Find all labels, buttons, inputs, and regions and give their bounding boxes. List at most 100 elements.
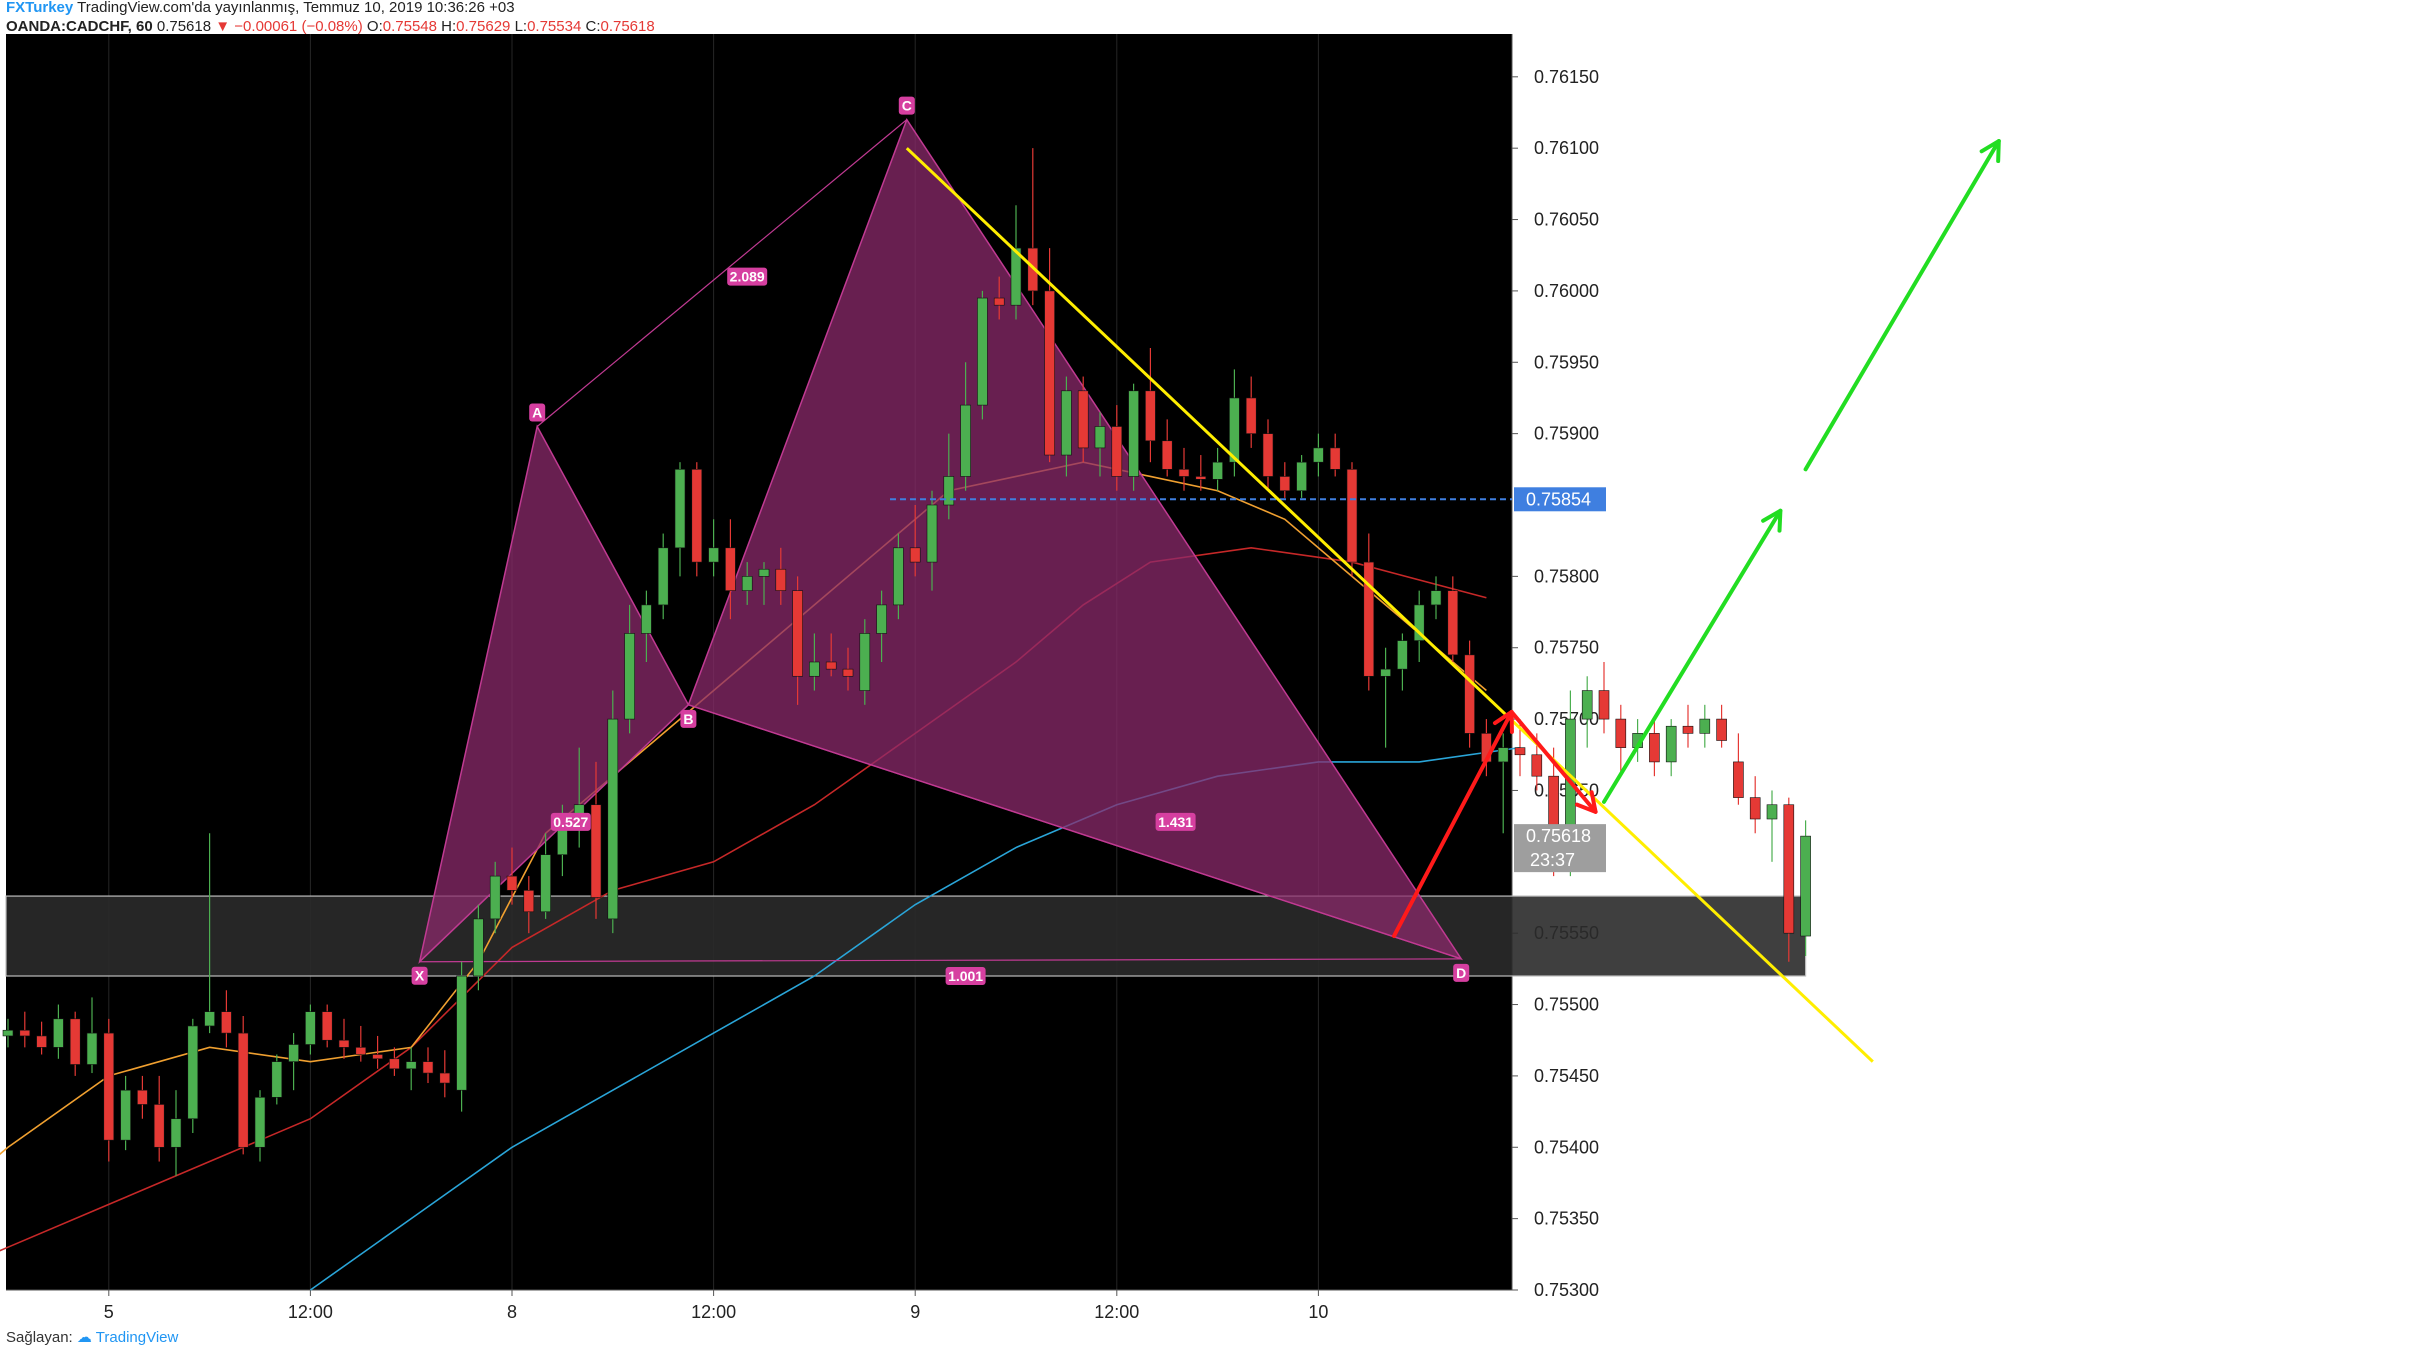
candle-body: [1195, 476, 1207, 480]
candle: [372, 1035, 383, 1069]
candle: [909, 505, 921, 577]
candle: [540, 833, 551, 919]
candle-body: [876, 604, 887, 634]
candle-body: [372, 1054, 383, 1060]
green-arrow: [1602, 508, 1783, 804]
last-price-tag: [1514, 824, 1606, 873]
provider-name[interactable]: TradingView: [95, 1329, 179, 1346]
candle: [137, 1075, 148, 1119]
candle: [338, 1018, 350, 1059]
arrow-head: [1574, 790, 1598, 814]
candle-body: [254, 1097, 266, 1148]
candle-body: [624, 633, 635, 720]
candle-body: [338, 1039, 350, 1048]
last-price: 0.75618: [156, 18, 212, 35]
candle-body: [775, 568, 787, 591]
candle: [624, 604, 635, 734]
candle: [1178, 447, 1190, 491]
candle: [237, 1015, 249, 1155]
candle: [1783, 797, 1795, 962]
candle-body: [1329, 447, 1341, 470]
candle-body: [758, 568, 770, 577]
candle: [1615, 704, 1627, 777]
candle: [254, 1090, 266, 1162]
pattern-point-label: C: [902, 98, 912, 114]
candle: [1296, 455, 1307, 498]
candle: [1464, 640, 1475, 748]
candle-body: [1733, 761, 1744, 798]
candle: [1581, 676, 1593, 748]
pattern-ratio: 2.089: [727, 267, 768, 286]
candle-body: [1682, 725, 1694, 734]
candle: [473, 904, 484, 991]
arrow-shaft: [1803, 139, 2001, 472]
pattern-point-badge: [898, 96, 915, 115]
candle: [926, 490, 938, 591]
candle: [489, 861, 501, 934]
candle: [943, 433, 955, 520]
candle-body: [657, 547, 669, 606]
candle: [153, 1075, 165, 1162]
yellow-trendline: [905, 147, 1874, 1063]
x-tick-label: 9: [910, 1302, 920, 1322]
candle: [288, 1033, 299, 1091]
candle: [1195, 455, 1207, 491]
candle: [1430, 576, 1442, 620]
candle-body: [1783, 804, 1795, 934]
candle-body: [1699, 718, 1711, 734]
x-tick-label: 12:00: [691, 1302, 736, 1322]
candle-body: [1514, 747, 1526, 756]
close-value: 0.75618: [600, 18, 655, 35]
change-down-icon: ▼: [215, 18, 231, 35]
candle-body: [439, 1072, 451, 1084]
pattern-point-badge: [1453, 963, 1470, 982]
symbol-name[interactable]: OANDA:CADCHF, 60: [6, 18, 153, 35]
open-label: O:: [366, 18, 383, 35]
candle-body: [842, 668, 854, 677]
high-label: H:: [441, 18, 457, 35]
support-zone: [5, 895, 1807, 977]
candle-body: [1094, 426, 1106, 449]
published-info: TradingView.com'da yayınlanmış, Temmuz 1…: [77, 0, 515, 16]
candle-body: [1615, 718, 1627, 748]
candle: [590, 761, 602, 919]
candle-body: [1212, 461, 1223, 480]
candle: [1313, 433, 1324, 477]
tradingview-logo-icon: ☁: [76, 1329, 92, 1346]
candle: [1262, 419, 1274, 491]
candle: [792, 576, 803, 705]
candle: [1682, 704, 1694, 748]
candle-body: [725, 547, 736, 591]
arrow-shaft: [1509, 709, 1598, 814]
candle-body: [1229, 397, 1240, 463]
candle-body: [1077, 390, 1089, 449]
pattern-line-xd: [419, 958, 1462, 963]
candle-body: [523, 890, 535, 913]
candle: [859, 619, 871, 705]
candle-body: [69, 1018, 81, 1065]
candle-body: [1245, 397, 1257, 434]
candle-body: [893, 547, 904, 606]
x-tick-label: 12:00: [288, 1302, 333, 1322]
y-tick-label: 0.75300: [1534, 1280, 1599, 1300]
candle-body: [590, 804, 602, 898]
y-tick-label: 0.75900: [1534, 424, 1599, 444]
candle: [775, 547, 787, 605]
brand-name[interactable]: FXTurkey: [6, 0, 74, 16]
candle-body: [641, 604, 652, 634]
candle-body: [1346, 469, 1358, 563]
candle: [1094, 412, 1106, 477]
candle: [1749, 776, 1761, 834]
candle: [271, 1054, 283, 1105]
candle: [1363, 533, 1375, 691]
close-label: C:: [585, 18, 601, 35]
candle-body: [422, 1061, 434, 1074]
candle: [2, 1018, 14, 1048]
candle-body: [506, 875, 518, 891]
candle-body: [53, 1018, 64, 1048]
arrow-head: [1761, 508, 1783, 533]
candle-body: [926, 504, 938, 563]
pattern-point-label: X: [415, 968, 425, 984]
countdown-label: 23:37: [1530, 850, 1575, 870]
